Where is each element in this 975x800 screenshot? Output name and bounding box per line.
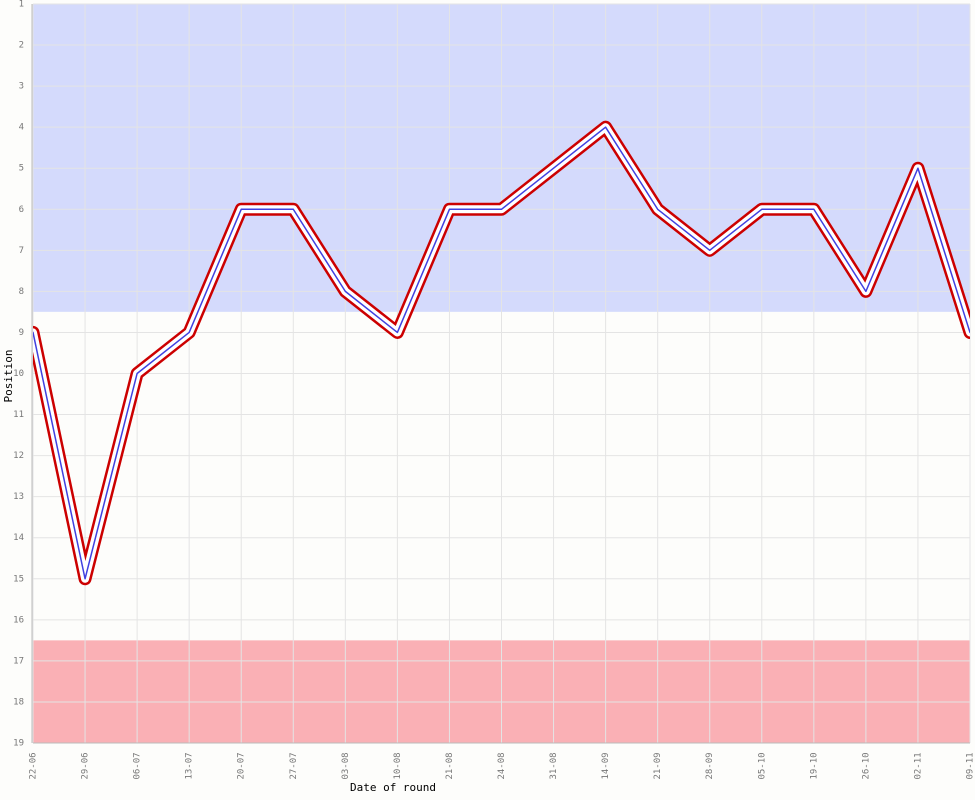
y-tick-label: 3 — [19, 82, 24, 92]
x-tick-label: 26-10 — [861, 752, 871, 779]
x-axis-label: Date of round — [350, 781, 436, 794]
y-tick-label: 14 — [13, 533, 24, 543]
line — [33, 126, 970, 580]
y-tick-label: 16 — [13, 615, 24, 625]
x-tick-label: 24-08 — [497, 752, 507, 779]
x-tick-label: 14-09 — [601, 752, 611, 779]
x-tick-label: 10-08 — [393, 752, 403, 779]
x-tick-label: 22-06 — [29, 752, 39, 779]
y-tick-label: 13 — [13, 492, 24, 502]
x-tick-label: 21-08 — [445, 752, 455, 779]
y-tick-label: 11 — [13, 410, 24, 420]
x-tick-label: 21-09 — [653, 752, 663, 779]
y-tick-label: 12 — [13, 451, 24, 461]
x-tick-label: 09-11 — [966, 752, 975, 779]
x-tick-label: 02-11 — [913, 752, 923, 779]
x-tick-label: 29-06 — [81, 752, 91, 779]
y-axis-label: Position — [2, 350, 15, 403]
y-tick-label: 2 — [19, 41, 24, 51]
y-tick-label: 8 — [19, 287, 24, 297]
y-tick-label: 1 — [19, 0, 24, 10]
y-tick-label: 5 — [19, 164, 24, 174]
y-tick-label: 17 — [13, 656, 24, 666]
x-tick-label: 13-07 — [185, 752, 195, 779]
x-tick-label: 20-07 — [237, 752, 247, 779]
x-tick-label: 06-07 — [133, 752, 143, 779]
y-tick-label: 6 — [19, 205, 24, 215]
y-tick-label: 4 — [19, 123, 24, 133]
y-tick-label: 19 — [13, 739, 24, 749]
y-tick-label: 15 — [13, 574, 24, 584]
series-line — [33, 120, 970, 586]
x-tick-label: 05-10 — [757, 752, 767, 779]
y-tick-label: 7 — [19, 246, 24, 256]
x-tick-label: 03-08 — [341, 752, 351, 779]
x-tick-label: 19-10 — [809, 752, 819, 779]
y-tick-label: 18 — [13, 697, 24, 707]
x-tick-label: 31-08 — [549, 752, 559, 779]
x-tick-label: 27-07 — [289, 752, 299, 779]
x-tick-label: 28-09 — [705, 752, 715, 779]
y-tick-label: 9 — [19, 328, 24, 338]
y-tick-label: 10 — [13, 369, 24, 379]
